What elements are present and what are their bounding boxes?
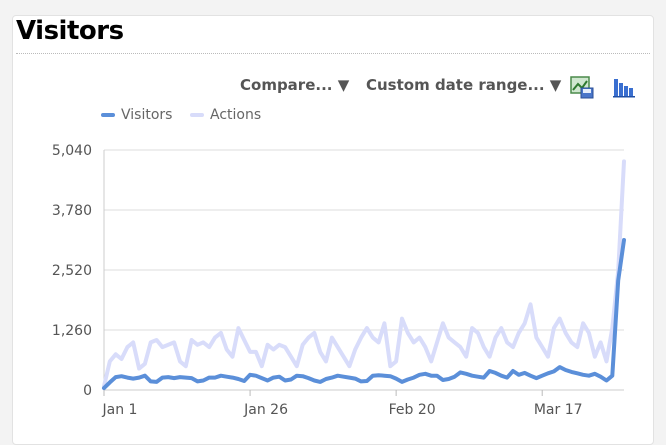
legend-label-actions: Actions bbox=[210, 107, 262, 123]
visitors-line-chart: 0 1,260 2,520 3,780 5,040 Jan 1 Jan 26 Feb 20 Ma… bbox=[52, 143, 626, 418]
export-image-icon[interactable] bbox=[569, 75, 595, 99]
legend-swatch-actions bbox=[190, 113, 204, 117]
legend-swatch-visitors bbox=[101, 113, 115, 117]
series-line-actions bbox=[102, 159, 626, 389]
y-tick-label: 1,260 bbox=[52, 323, 92, 339]
x-tick-label: Jan 26 bbox=[243, 402, 288, 418]
x-tick-label: Feb 20 bbox=[389, 402, 436, 418]
x-tick-label: Mar 17 bbox=[534, 402, 583, 418]
compare-dropdown[interactable]: Compare... ▼ bbox=[240, 76, 350, 94]
y-tick-label: 5,040 bbox=[52, 143, 92, 159]
legend-item-actions[interactable]: Actions bbox=[190, 107, 261, 123]
date-range-dropdown[interactable]: Custom date range... ▼ bbox=[366, 76, 562, 94]
x-tick-label: Jan 1 bbox=[102, 402, 138, 418]
y-tick-label: 3,780 bbox=[52, 203, 92, 219]
legend-label-visitors: Visitors bbox=[121, 107, 173, 123]
legend-item-visitors[interactable]: Visitors bbox=[101, 107, 172, 123]
widget-title: Visitors bbox=[16, 16, 124, 46]
y-tick-label: 2,520 bbox=[52, 263, 92, 279]
y-tick-label: 0 bbox=[83, 383, 92, 399]
bar-chart-icon[interactable] bbox=[612, 75, 638, 99]
series-line-visitors bbox=[102, 238, 626, 391]
title-divider bbox=[16, 53, 650, 54]
